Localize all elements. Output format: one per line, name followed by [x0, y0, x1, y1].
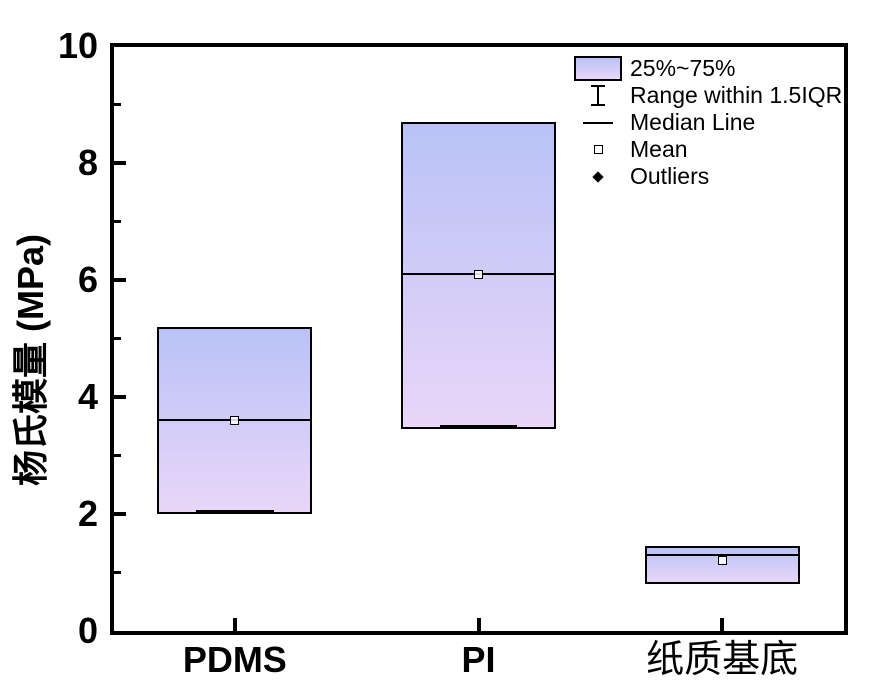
- legend-row-iqr-box: 25%~75%: [572, 55, 842, 82]
- y-major-tick: [113, 395, 126, 399]
- x-tick: [476, 618, 481, 631]
- legend-row-mean: Mean: [572, 136, 842, 163]
- mean-square-icon: [593, 145, 603, 154]
- y-tick-label: 2: [77, 493, 98, 534]
- median-line: [644, 553, 800, 556]
- x-category-label: 纸质基底: [646, 639, 799, 681]
- y-tick-label: 6: [77, 259, 98, 300]
- y-minor-tick: [113, 220, 121, 223]
- legend-label: Median Line: [630, 109, 756, 135]
- y-minor-tick: [113, 337, 121, 340]
- y-tick-label: 8: [77, 142, 98, 183]
- y-major-tick: [113, 161, 126, 165]
- x-tick: [232, 618, 237, 631]
- y-major-tick: [113, 512, 126, 516]
- y-minor-tick: [113, 103, 121, 106]
- legend-label: Mean: [630, 136, 688, 162]
- x-tick: [720, 618, 725, 631]
- legend: 25%~75% Range within 1.5IQR Median Line …: [572, 55, 842, 190]
- outlier-diamond-icon: [592, 170, 604, 183]
- box-swatch-icon: [574, 56, 622, 81]
- plot-area: [113, 46, 844, 631]
- legend-label: 25%~75%: [630, 55, 736, 81]
- mean-marker: [230, 415, 240, 425]
- y-tick-label: 0: [77, 610, 98, 651]
- error-bar-icon: [591, 85, 605, 106]
- legend-row-median: Median Line: [572, 109, 842, 136]
- legend-row-outliers: Outliers: [572, 163, 842, 190]
- y-major-tick: [113, 278, 126, 282]
- x-category-label: PDMS: [182, 639, 287, 680]
- lower-whisker-cap: [196, 509, 274, 513]
- legend-row-range: Range within 1.5IQR: [572, 82, 842, 109]
- y-tick-label: 4: [77, 376, 98, 417]
- y-tick-label: 10: [57, 25, 98, 66]
- legend-label: Range within 1.5IQR: [630, 82, 843, 108]
- y-minor-tick: [113, 454, 121, 457]
- y-minor-tick: [113, 571, 121, 574]
- mean-marker: [474, 269, 483, 279]
- lower-whisker-cap: [439, 424, 518, 429]
- mean-marker: [717, 556, 727, 566]
- median-line-icon: [583, 121, 613, 124]
- x-category-label: PI: [461, 639, 496, 680]
- legend-label: Outliers: [630, 163, 710, 189]
